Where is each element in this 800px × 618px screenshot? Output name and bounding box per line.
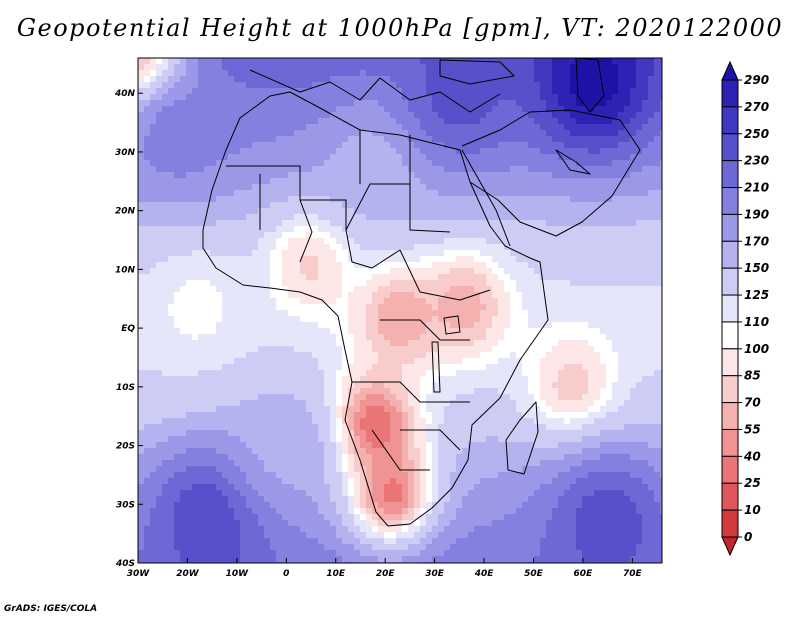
colorbar-segment	[721, 133, 739, 162]
colorbar-min-arrow	[721, 536, 739, 557]
colorbar-label: 55	[744, 422, 761, 436]
coastlines-borders	[202, 58, 641, 527]
lat-tick-label: 20N	[115, 207, 136, 217]
colorbar-segment	[721, 79, 739, 108]
colorbar-segment	[721, 455, 739, 484]
lat-tick-label: 10N	[115, 265, 136, 275]
colorbar-label: 170	[744, 234, 769, 248]
country-borders	[226, 130, 491, 471]
geopotential-field	[138, 58, 662, 563]
colorbar-label: 190	[744, 207, 769, 221]
colorbar-label: 290	[744, 73, 769, 87]
black-sea	[439, 59, 515, 85]
colorbar-label: 40	[743, 449, 761, 463]
lon-tick-label: 0	[283, 569, 289, 579]
lake-tanganyika	[431, 341, 441, 393]
map-title: Geopotential Height at 1000hPa [gpm], VT…	[16, 14, 784, 42]
colorbar-segment	[721, 294, 739, 323]
colorbar-label: 85	[744, 369, 761, 383]
lon-tick-label: 60E	[574, 569, 594, 579]
colorbar-label: 70	[744, 396, 761, 410]
colorbar-label: 210	[744, 181, 769, 195]
colorbar-label: 270	[744, 100, 769, 114]
colorbar-segment	[721, 509, 739, 538]
lat-tick-label: 40S	[115, 559, 135, 569]
lon-tick-label: 10E	[326, 569, 346, 579]
lat-tick-label: 30S	[116, 500, 135, 510]
colorbar-segment	[721, 482, 739, 511]
lon-tick-label: 20W	[176, 569, 200, 579]
madagascar-coastline	[505, 401, 539, 475]
lon-tick-label: 20E	[376, 569, 396, 579]
colorbar-segment	[721, 267, 739, 296]
grads-credit: GrADS: IGES/COLA	[4, 604, 98, 614]
colorbar-segment	[721, 106, 739, 135]
colorbar: 0 10 25 40 55 70 85 100 110 125 150 170 190 210 230 250…	[721, 60, 769, 557]
colorbar-segment	[721, 348, 739, 377]
lon-tick-label: 70E	[623, 569, 643, 579]
colorbar-label: 230	[744, 154, 769, 168]
lon-tick-label: 30W	[127, 569, 151, 579]
colorbar-segment	[721, 160, 739, 189]
colorbar-label: 125	[744, 288, 769, 302]
red-sea-coast	[461, 149, 511, 247]
colorbar-segment	[721, 428, 739, 457]
lon-tick-label: 30E	[425, 569, 445, 579]
colorbar-segment	[721, 321, 739, 350]
persian-gulf	[555, 149, 591, 175]
lake-victoria	[443, 315, 461, 335]
colorbar-segment	[721, 187, 739, 215]
lon-tick-label: 10W	[226, 569, 250, 579]
mediterranean-north-coast	[249, 69, 501, 113]
lon-tick-label: 50E	[524, 569, 544, 579]
lat-tick-label: EQ	[121, 324, 135, 334]
arabia-coastline	[461, 109, 641, 237]
longitude-axis: 30W 20W 10W 0 10E 20E 30E 40E 50E 60E 70E	[127, 558, 643, 579]
colorbar-segment	[721, 213, 739, 242]
lon-tick-label: 40E	[474, 569, 495, 579]
lat-tick-label: 40N	[114, 89, 136, 99]
colorbar-segment	[721, 375, 739, 404]
lat-tick-label: 20S	[116, 442, 135, 452]
latitude-axis: 40N 30N 20N 10N EQ 10S 20S 30S 40S	[114, 89, 143, 569]
colorbar-label: 0	[744, 530, 752, 544]
colorbar-label: 110	[744, 315, 769, 329]
colorbar-label: 10	[744, 503, 761, 517]
colorbar-label: 150	[744, 261, 769, 275]
colorbar-max-arrow	[721, 60, 739, 81]
lat-tick-label: 30N	[115, 148, 136, 158]
colorbar-label: 25	[744, 476, 761, 490]
colorbar-label: 100	[744, 342, 769, 356]
map-frame	[137, 57, 663, 564]
colorbar-segment	[721, 240, 739, 269]
caspian-sea	[575, 58, 605, 113]
lat-tick-label: 10S	[116, 383, 135, 393]
colorbar-segment	[721, 402, 739, 430]
colorbar-label: 250	[744, 127, 769, 141]
